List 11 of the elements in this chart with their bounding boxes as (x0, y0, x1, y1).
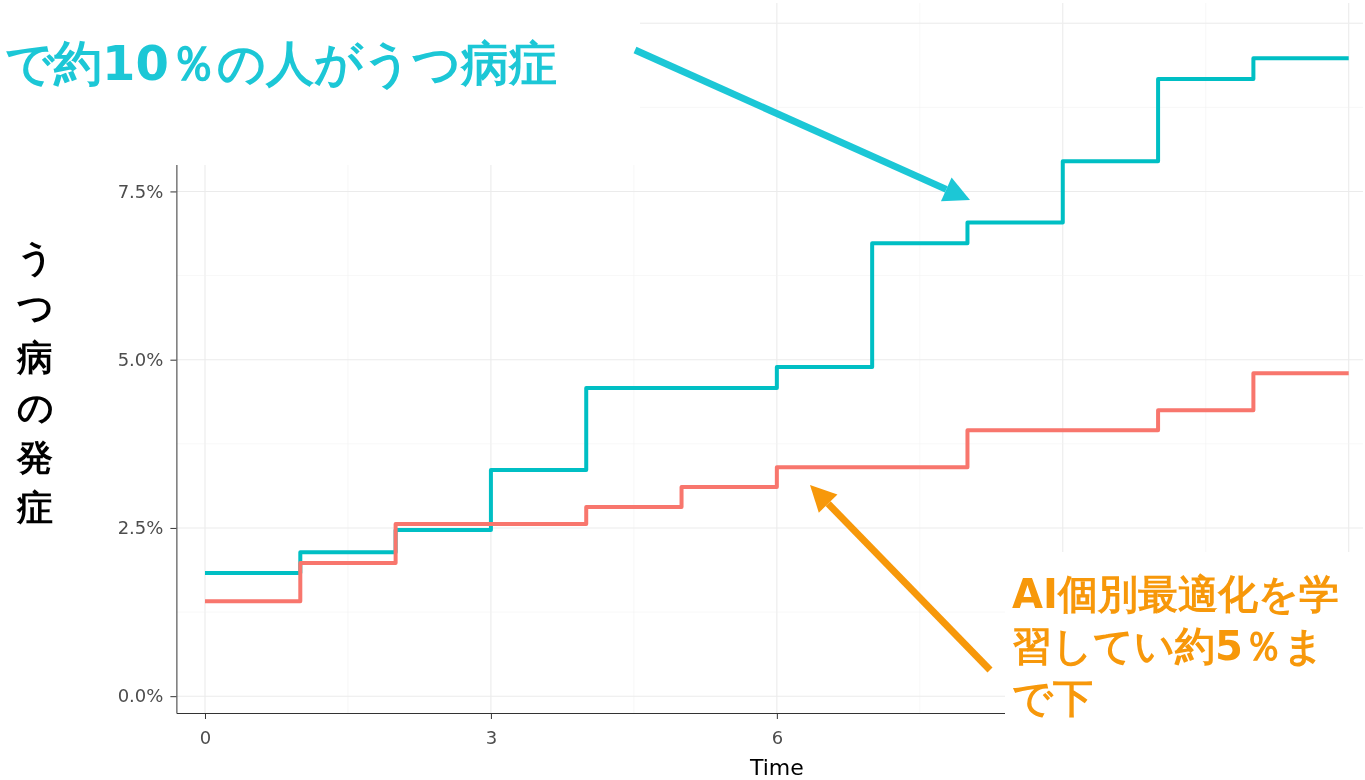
annotation: で約10％の人がうつ病症 (5, 35, 557, 91)
annotation: AI個別最適化を学習してい約5％まで下 (1012, 571, 1339, 721)
y-tick-label: 7.5% (117, 180, 164, 202)
y-tick-label: 2.5% (117, 517, 164, 539)
x-tick-label: 0 (199, 726, 212, 748)
y-axis-title: うつ病の発症 (16, 237, 54, 528)
y-tick-label: 0.0% (117, 685, 164, 707)
x-tick-label: 3 (485, 726, 498, 748)
x-axis-title: Time (748, 755, 804, 780)
x-tick-label: 6 (771, 726, 784, 748)
y-tick-label: 5.0% (117, 348, 164, 370)
